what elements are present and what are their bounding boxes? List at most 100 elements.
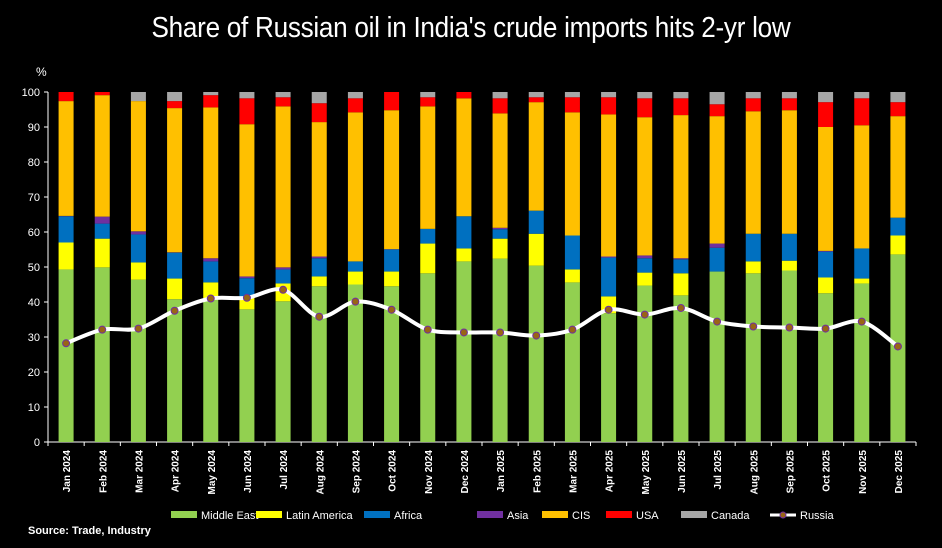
point-russia (170, 306, 179, 315)
y-tick-label: 30 (28, 332, 40, 344)
bar-canada (239, 92, 255, 99)
bar-africa (130, 234, 146, 263)
bar-usa (637, 98, 653, 118)
point-russia (676, 303, 685, 312)
point-russia (713, 317, 722, 326)
bar-usa (818, 102, 834, 127)
bar-asia (203, 258, 219, 262)
bar-canada (203, 92, 219, 96)
bar-canada (890, 92, 906, 103)
point-russia (315, 312, 324, 321)
point-russia (640, 310, 649, 319)
x-tick-label: May 2024 (207, 450, 218, 495)
bar-middle-east (311, 286, 327, 442)
bar-africa (492, 229, 508, 239)
bar-asia (673, 258, 689, 260)
bar-canada (492, 92, 508, 99)
bar-canada (167, 92, 183, 102)
bar-usa (311, 103, 327, 123)
bar-middle-east (601, 313, 617, 442)
bar-cis (781, 110, 797, 234)
bar-canada (311, 92, 327, 104)
x-tick-label: Oct 2024 (388, 450, 399, 492)
x-tick-label: May 2025 (641, 450, 652, 495)
bar-canada (854, 92, 870, 99)
x-tick-label: Sep 2025 (785, 450, 796, 494)
bar-cis (347, 112, 363, 262)
bar-usa (564, 97, 580, 113)
bar-cis (492, 113, 508, 228)
bar-middle-east (384, 286, 400, 442)
bar-usa (745, 98, 761, 112)
bar-africa (384, 249, 400, 272)
bar-cis (528, 102, 544, 211)
bar-cis (275, 106, 291, 268)
bar-middle-east (167, 299, 183, 442)
bar-usa (58, 92, 74, 102)
legend-label: Canada (711, 510, 750, 522)
bar-cis (890, 116, 906, 218)
bar-usa (347, 98, 363, 113)
y-tick-label: 70 (28, 192, 40, 204)
bar-middle-east (673, 295, 689, 442)
legend-swatch (477, 511, 503, 518)
bar-asia (818, 250, 834, 252)
bar-cis (167, 108, 183, 253)
legend-swatch (681, 511, 707, 518)
bar-latin-america (818, 277, 834, 294)
bar-africa (601, 257, 617, 297)
bar-cis (239, 124, 255, 277)
y-tick-label: 50 (28, 262, 40, 274)
bar-canada (709, 92, 725, 105)
bar-latin-america (673, 273, 689, 296)
bar-usa (384, 92, 400, 111)
bar-latin-america (311, 276, 327, 287)
bar-usa (167, 101, 183, 109)
bar-usa (601, 97, 617, 115)
x-tick-label: Aug 2025 (749, 450, 760, 495)
y-tick-label: 20 (28, 367, 40, 379)
bar-canada (564, 92, 580, 98)
point-russia (423, 325, 432, 334)
x-tick-label: Feb 2025 (532, 450, 543, 493)
bar-asia (709, 243, 725, 248)
bar-cis (564, 112, 580, 236)
bar-asia (601, 256, 617, 258)
bar-africa (637, 258, 653, 273)
point-russia (749, 322, 758, 331)
bar-middle-east (420, 273, 436, 442)
bar-usa (709, 104, 725, 117)
bar-asia (275, 267, 291, 270)
bar-latin-america (492, 238, 508, 259)
bar-middle-east (94, 267, 110, 442)
point-russia (98, 325, 107, 334)
bar-latin-america (854, 278, 870, 284)
bar-africa (818, 251, 834, 278)
bar-middle-east (745, 273, 761, 442)
point-russia (532, 331, 541, 340)
bar-usa (673, 98, 689, 116)
y-tick-label: 90 (28, 122, 40, 134)
legend-swatch (171, 511, 197, 518)
y-axis-label: % (36, 65, 47, 79)
bar-cis (854, 125, 870, 249)
y-tick-label: 10 (28, 402, 40, 414)
point-russia (206, 294, 215, 303)
bar-usa (275, 97, 291, 107)
bar-usa (94, 92, 110, 96)
bar-cis (130, 101, 146, 232)
x-tick-label: Jan 2025 (496, 450, 507, 493)
bar-middle-east (347, 284, 363, 442)
bar-latin-america (420, 243, 436, 274)
bar-asia (130, 231, 146, 235)
bar-africa (709, 247, 725, 272)
point-russia (62, 339, 71, 348)
bar-cis (745, 111, 761, 234)
bar-africa (781, 233, 797, 261)
legend-swatch (364, 511, 390, 518)
bar-canada (673, 92, 689, 99)
bar-cis (384, 110, 400, 250)
bar-middle-east (637, 285, 653, 442)
bar-latin-america (384, 271, 400, 287)
x-tick-label: Sep 2024 (351, 450, 362, 494)
